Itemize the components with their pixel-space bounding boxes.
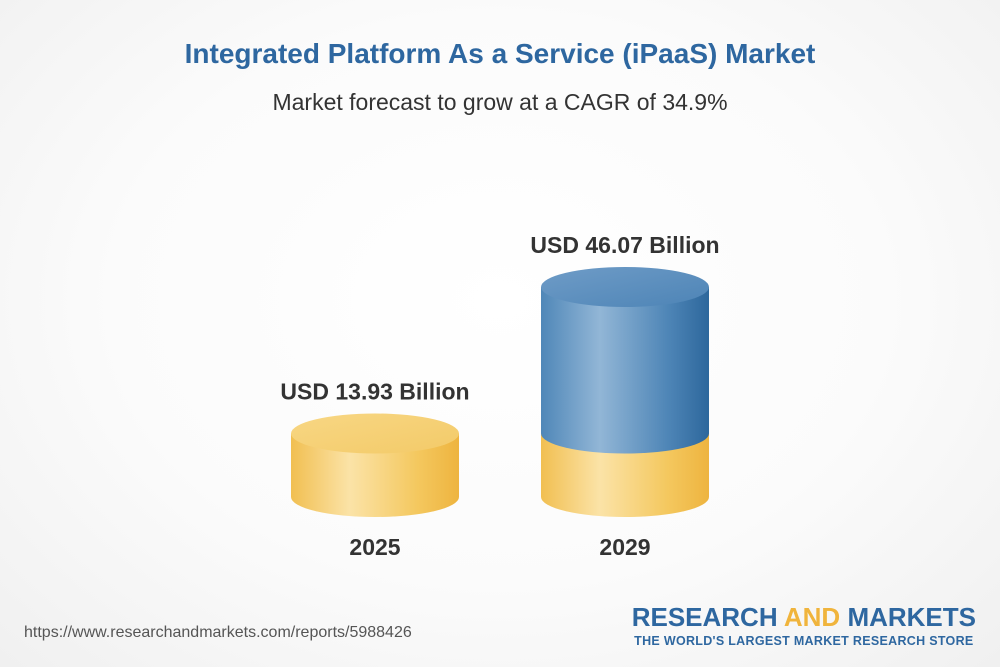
logo-tagline: THE WORLD'S LARGEST MARKET RESEARCH STOR… [634,634,974,648]
bar-gold-segment-2029 [541,433,709,517]
category-label-2029: 2029 [599,534,650,560]
chart-title: Integrated Platform As a Service (iPaaS)… [184,38,816,69]
logo-part-1: RESEARCH [631,602,784,632]
research-and-markets-logo: RESEARCH AND MARKETS THE WORLD'S LARGEST… [632,602,976,648]
bar-top-2025 [291,413,459,454]
logo-wordmark: RESEARCH AND MARKETS [632,602,976,633]
value-label-2029: USD 46.07 Billion [530,232,719,258]
bar-blue-segment-2029 [541,287,709,454]
bar-gold-segment-2025 [291,433,459,517]
bar-top-2029 [541,267,709,307]
value-label-2025: USD 13.93 Billion [280,379,469,405]
logo-part-2: AND [783,602,841,632]
category-label-2025: 2025 [349,534,400,560]
source-url[interactable]: https://www.researchandmarkets.com/repor… [24,624,412,641]
chart-subtitle: Market forecast to grow at a CAGR of 34.… [272,89,728,115]
logo-part-3: MARKETS [840,602,976,632]
